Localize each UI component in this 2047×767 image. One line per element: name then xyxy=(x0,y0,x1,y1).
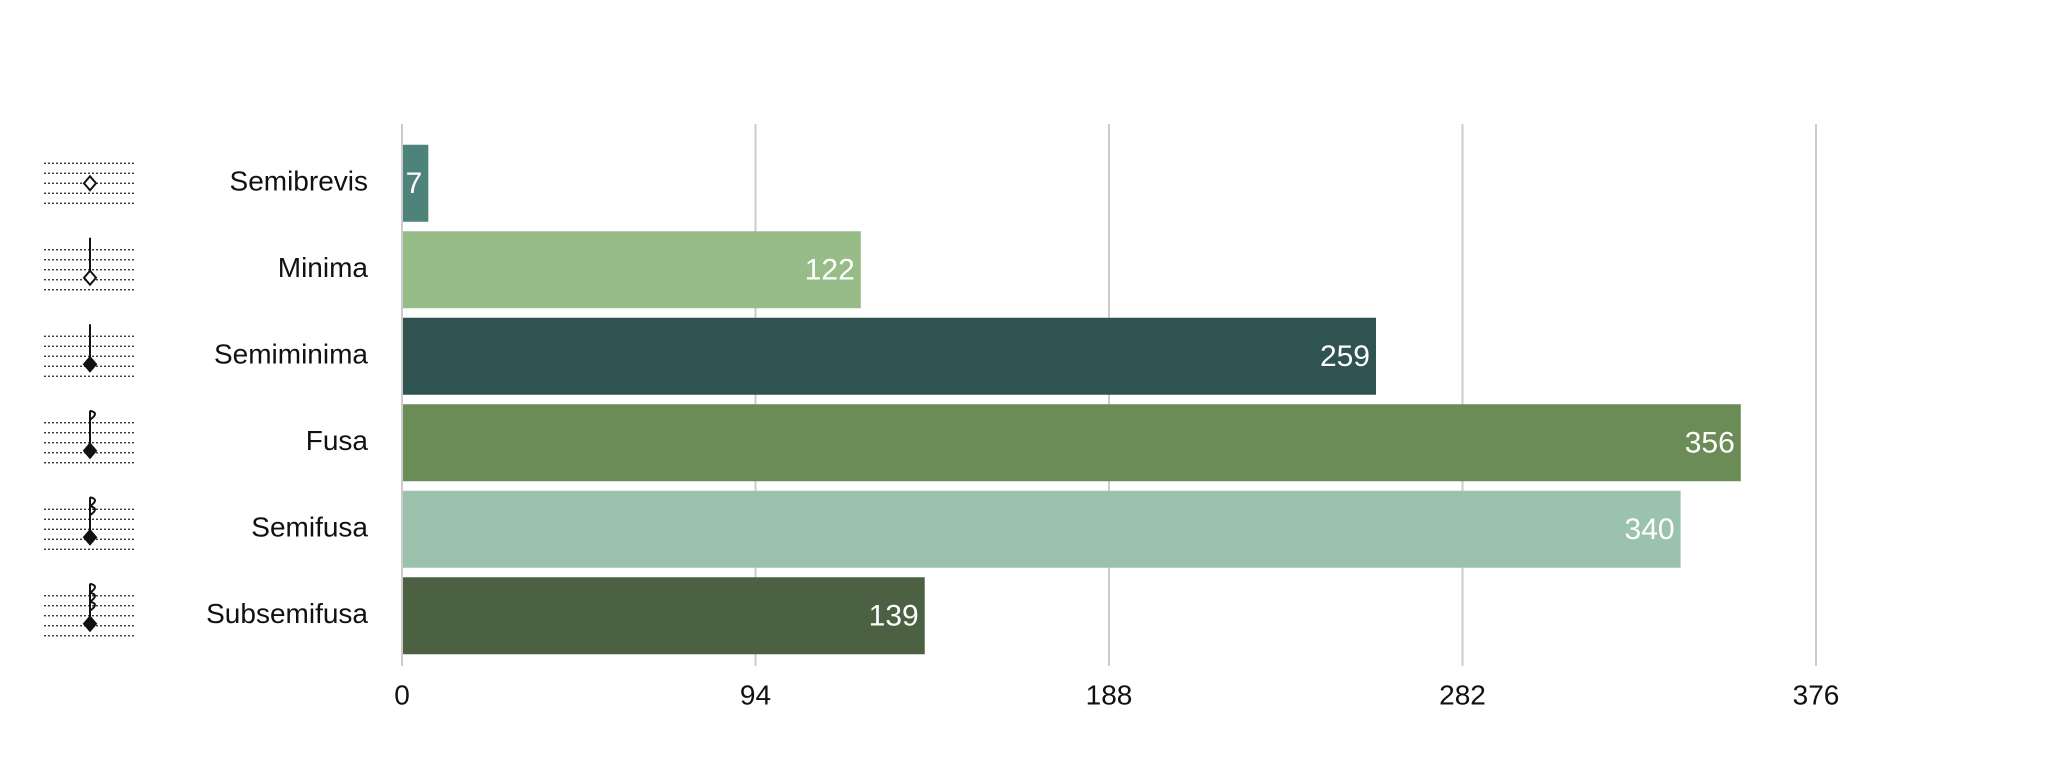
note-flag xyxy=(89,496,96,508)
note-icon xyxy=(44,237,134,291)
note-flag xyxy=(89,600,96,612)
note-flag xyxy=(89,409,96,421)
note-head xyxy=(82,269,98,287)
bar xyxy=(402,317,1377,395)
note-icon xyxy=(44,324,134,377)
x-tick-label: 188 xyxy=(1086,679,1133,710)
y-tick-label: Semifusa xyxy=(251,512,368,543)
bar xyxy=(402,144,429,222)
note-head xyxy=(82,174,98,192)
bar xyxy=(402,231,861,309)
note-head xyxy=(82,528,98,546)
note-head xyxy=(82,615,98,633)
note-flag xyxy=(89,591,96,603)
note-icon xyxy=(44,409,134,464)
note-icon xyxy=(44,582,134,637)
y-tick-label: Semibrevis xyxy=(230,166,368,197)
value-label: 259 xyxy=(1320,340,1370,373)
bar xyxy=(402,404,1741,482)
y-tick-label: Minima xyxy=(278,252,369,283)
value-label: 139 xyxy=(869,600,919,633)
value-label: 356 xyxy=(1685,427,1735,460)
note-head xyxy=(82,355,98,373)
y-tick-label: Semiminima xyxy=(214,339,368,370)
value-label: 340 xyxy=(1625,513,1675,546)
value-label: 7 xyxy=(406,167,423,200)
x-tick-label: 282 xyxy=(1439,679,1486,710)
x-tick-label: 94 xyxy=(740,679,771,710)
note-head xyxy=(82,442,98,460)
y-tick-label: Fusa xyxy=(306,425,369,456)
bar xyxy=(402,577,925,655)
value-label: 122 xyxy=(805,254,855,287)
bar xyxy=(402,490,1681,568)
x-tick-label: 376 xyxy=(1793,679,1840,710)
note-flag xyxy=(89,582,96,594)
y-tick-label: Subsemifusa xyxy=(206,598,368,629)
note-flag xyxy=(89,505,96,517)
note-icon xyxy=(44,162,134,204)
x-tick-label: 0 xyxy=(394,679,410,710)
note-icon xyxy=(44,496,134,550)
